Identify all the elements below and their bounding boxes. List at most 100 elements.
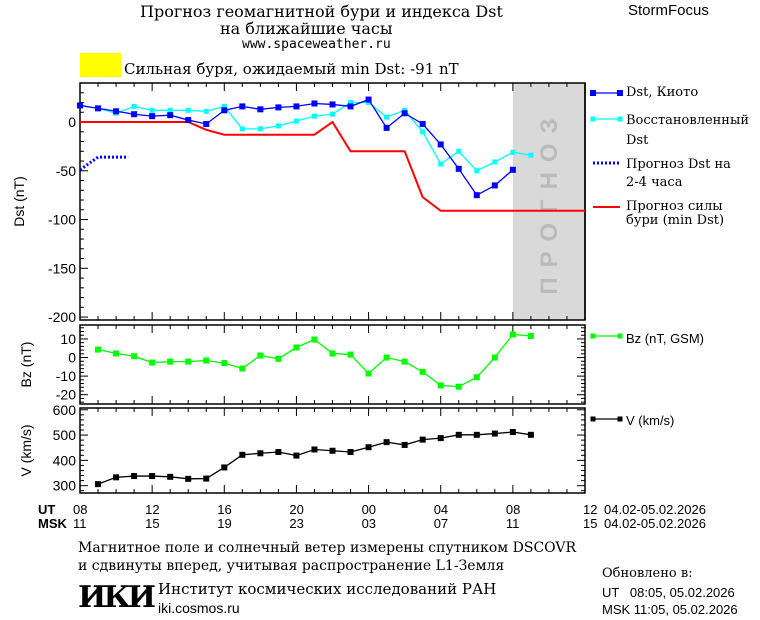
data-point — [293, 452, 300, 459]
legend-storm-forecast: Прогноз силы бури (min Dst) — [626, 199, 725, 228]
panel-frame — [79, 324, 586, 405]
series-line-0-0 — [79, 98, 514, 197]
ut-tick-label: 00 — [361, 502, 377, 517]
data-point — [239, 103, 246, 110]
data-point — [473, 192, 480, 199]
data-point — [420, 129, 426, 135]
data-point — [185, 358, 192, 365]
data-point — [221, 103, 227, 109]
data-point — [383, 354, 390, 361]
data-point — [221, 464, 228, 471]
data-point — [113, 108, 120, 115]
msk-tick-label: 11 — [73, 516, 87, 531]
legend-dst-forecast: Прогноз Dst на 2-4 часа — [626, 157, 731, 190]
legend-restored-dst: Восстановленный Dst — [626, 113, 749, 148]
data-point — [149, 473, 156, 480]
data-point — [473, 431, 480, 438]
brand-name: StormFocus — [628, 2, 709, 19]
data-point — [455, 383, 462, 390]
updated-msk: MSK 11:05, 05.02.2026 — [602, 602, 738, 617]
data-point — [203, 357, 210, 364]
data-point — [419, 368, 426, 375]
data-point — [239, 451, 246, 458]
data-point — [95, 481, 102, 488]
data-point — [311, 446, 318, 453]
y-tick-label: -10 — [56, 368, 76, 384]
storm-level-label: Сильная буря, ожидаемый min Dst: -91 nT — [124, 60, 459, 78]
data-point — [347, 103, 354, 110]
data-point — [365, 96, 372, 103]
data-point — [491, 182, 498, 189]
data-point — [275, 123, 281, 129]
data-point — [257, 126, 263, 132]
legend-marker — [590, 416, 596, 422]
msk-tick-label: 15 — [145, 516, 160, 531]
msk-date-range: 04.02-05.02.2026 — [604, 516, 706, 531]
data-point — [437, 382, 444, 389]
data-point — [257, 352, 264, 359]
data-point — [221, 360, 228, 367]
data-point — [401, 110, 408, 117]
data-point — [311, 100, 318, 107]
data-point — [131, 111, 138, 118]
data-point — [348, 100, 354, 106]
data-point — [149, 359, 156, 366]
data-point — [239, 126, 245, 132]
legend-marker — [617, 90, 623, 96]
data-point — [329, 447, 336, 454]
data-point — [311, 336, 318, 343]
y-tick-label: 500 — [53, 427, 77, 443]
institute-url[interactable]: iki.cosmos.ru — [158, 600, 240, 616]
data-point — [401, 441, 408, 448]
data-point — [347, 351, 354, 358]
data-point — [419, 120, 426, 127]
data-point — [527, 431, 534, 438]
data-point — [330, 111, 335, 117]
legend-marker — [617, 416, 623, 422]
msk-tick-label: 23 — [289, 516, 304, 531]
y-tick-label: 0 — [68, 114, 76, 130]
data-point — [149, 107, 155, 113]
y-tick-label: 600 — [53, 402, 77, 418]
data-point — [185, 475, 192, 482]
data-point — [293, 103, 300, 110]
y-tick-label: 10 — [60, 331, 76, 347]
data-point — [167, 112, 174, 119]
data-point — [383, 124, 390, 131]
ut-date-range: 04.02-05.02.2026 — [604, 502, 706, 517]
ut-tick-label: 04 — [433, 502, 449, 517]
data-point — [528, 152, 534, 158]
forecast-zone-label: ПРОГНОЗ — [536, 108, 563, 294]
legend-marker — [617, 333, 623, 339]
data-point — [239, 365, 246, 372]
msk-tick-label: 03 — [361, 516, 377, 531]
data-point — [293, 344, 300, 351]
y-axis-label: Dst (nT) — [11, 176, 27, 227]
y-tick-label: -50 — [56, 163, 76, 179]
msk-tick-label: 11 — [505, 516, 520, 531]
data-point — [113, 474, 120, 481]
ut-label: UT — [38, 502, 56, 517]
data-point — [131, 103, 137, 109]
data-point — [131, 353, 138, 360]
data-point — [257, 106, 264, 113]
footer-note-line1: Магнитное поле и солнечный ветер измерен… — [78, 540, 577, 556]
data-point — [455, 165, 462, 172]
data-point — [167, 358, 174, 365]
ut-tick-label: 16 — [217, 502, 232, 517]
series-line-2-0 — [97, 431, 531, 485]
y-tick-label: -100 — [48, 212, 76, 228]
msk-tick-label: 19 — [217, 516, 232, 531]
updated-ut: UT 08:05, 05.02.2026 — [602, 585, 735, 600]
data-point — [77, 102, 83, 109]
ut-tick-label: 08 — [73, 502, 88, 517]
legend-marker — [617, 116, 623, 122]
data-point — [329, 350, 336, 357]
data-point — [456, 148, 462, 154]
data-point — [131, 473, 138, 480]
footer-note-line2: и сдвинуты вперед, учитывая распростране… — [78, 558, 505, 574]
data-point — [438, 161, 444, 167]
data-point — [203, 120, 210, 127]
data-point — [167, 473, 174, 480]
